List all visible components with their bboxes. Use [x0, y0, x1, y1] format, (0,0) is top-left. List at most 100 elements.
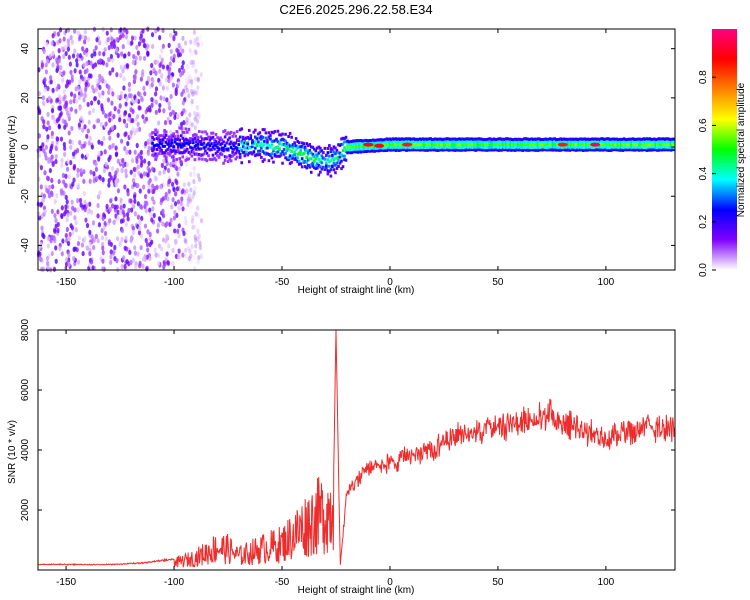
- spectrogram-cell: [151, 149, 154, 153]
- x-tick-label: 50: [492, 277, 504, 288]
- spectrogram-cell: [421, 143, 425, 147]
- spectrogram-cell: [133, 149, 137, 155]
- spectrogram-cell: [216, 146, 219, 150]
- spectrogram-cell: [189, 145, 192, 149]
- spectrogram-cell: [574, 146, 578, 150]
- spectrogram-cell: [92, 244, 96, 251]
- spectrogram-cell: [510, 142, 514, 146]
- spectrogram-cell: [110, 43, 114, 50]
- spectrogram-cell: [497, 140, 500, 144]
- spectrogram-cell: [54, 217, 58, 223]
- spectrogram-cell: [131, 59, 135, 65]
- spectrogram-cell: [167, 105, 172, 111]
- spectrogram-cell: [167, 243, 171, 249]
- spectrogram-cell: [76, 30, 80, 36]
- spectrogram-cell: [79, 202, 83, 208]
- spectrogram-cell: [179, 201, 183, 207]
- spectrogram-cell: [340, 167, 343, 171]
- spectrogram-cell: [384, 138, 387, 142]
- spectrogram-cell: [240, 139, 244, 143]
- spectrogram-cell: [554, 140, 558, 144]
- spectrogram-cell: [344, 135, 348, 139]
- spectrogram-cell: [82, 191, 86, 197]
- spectrogram-cell: [132, 166, 136, 173]
- spectrogram-cell: [132, 54, 136, 60]
- spectrogram-cell: [235, 155, 239, 159]
- spectrogram-cell: [415, 140, 419, 144]
- spectrogram-cell: [346, 145, 349, 149]
- spectrogram-cell: [477, 145, 481, 149]
- spectrogram-cell: [46, 111, 50, 117]
- spectrogram-cell: [399, 137, 402, 141]
- spectrogram-cell: [604, 145, 608, 149]
- spectrogram-cell: [104, 113, 108, 119]
- spectrogram-cell: [162, 108, 166, 114]
- spectrogram-cell: [152, 154, 156, 158]
- spectrogram-cell: [586, 143, 590, 147]
- spectrogram-cell: [615, 137, 618, 141]
- spectrogram-cell: [656, 148, 659, 152]
- spectrogram-cell: [103, 79, 107, 85]
- spectrogram-cell: [157, 152, 160, 156]
- spectrogram-cell: [291, 143, 295, 147]
- spectrogram-cell: [269, 145, 272, 149]
- spectrogram-cell: [340, 137, 343, 141]
- spectrogram-cell: [485, 146, 488, 150]
- spectrogram-cell: [523, 140, 526, 144]
- spectrogram-cell: [314, 157, 318, 161]
- spectrogram-cell: [119, 218, 124, 224]
- spectrogram-cell: [118, 210, 122, 216]
- spectrogram-cell: [285, 157, 289, 161]
- spectrogram-cell: [63, 124, 67, 130]
- spectrogram-cell: [53, 228, 57, 234]
- spectrogram-cell: [193, 136, 197, 140]
- spectrogram-cell: [251, 142, 254, 146]
- spectrogram-cell: [231, 147, 234, 151]
- spectrogram-cell: [96, 118, 101, 124]
- spectrogram-cell: [560, 137, 564, 141]
- spectrogram-cell: [356, 142, 360, 146]
- spectrogram-cell: [43, 77, 47, 83]
- spectrogram-cell: [426, 137, 429, 141]
- spectrogram-cell: [132, 173, 137, 179]
- spectrogram-cell: [213, 156, 216, 160]
- spectrogram-cell: [659, 140, 662, 144]
- spectrogram-cell: [350, 151, 354, 155]
- spectrogram-cell: [163, 154, 166, 158]
- spectrogram-cell: [326, 158, 330, 162]
- spectrogram-cell: [402, 148, 405, 152]
- spectrogram-cell: [120, 167, 124, 174]
- spectrogram-cell: [365, 146, 369, 150]
- spectrogram-cell: [42, 48, 46, 55]
- spectrogram-cell: [76, 183, 80, 189]
- spectrogram-cell: [408, 137, 411, 141]
- spectrogram-cell: [349, 148, 352, 152]
- spectrogram-cell: [228, 136, 231, 140]
- spectrogram-cell: [64, 50, 68, 57]
- spectrogram-cell: [660, 148, 664, 152]
- spectrogram-cell: [663, 143, 667, 147]
- spectrogram-cell: [510, 140, 514, 144]
- spectrogram-cell: [400, 137, 404, 141]
- spectrogram-cell: [461, 140, 464, 144]
- spectrogram-cell: [114, 179, 118, 185]
- spectrogram-cell: [235, 148, 239, 152]
- spectrogram-cell: [39, 184, 43, 190]
- spectrogram-cell: [181, 155, 185, 159]
- spectrogram-cell: [627, 145, 630, 149]
- spectrogram-cell: [610, 145, 614, 149]
- spectrogram-cell: [455, 140, 458, 144]
- spectrogram-cell: [66, 38, 70, 44]
- spectrogram-cell: [232, 147, 236, 151]
- spectrogram-cell: [71, 229, 75, 236]
- spectrogram-cell: [335, 166, 339, 170]
- spectrogram-cell: [588, 137, 591, 141]
- spectrogram-cell: [214, 140, 218, 144]
- spectrogram-cell: [577, 148, 581, 152]
- spectrogram-cell: [441, 148, 445, 152]
- spectrogram-cell: [429, 137, 432, 141]
- spectrogram-cell: [329, 150, 333, 154]
- spectrogram-cell: [557, 145, 561, 149]
- spectrogram-cell: [414, 146, 417, 150]
- spectrogram-cell: [477, 148, 481, 152]
